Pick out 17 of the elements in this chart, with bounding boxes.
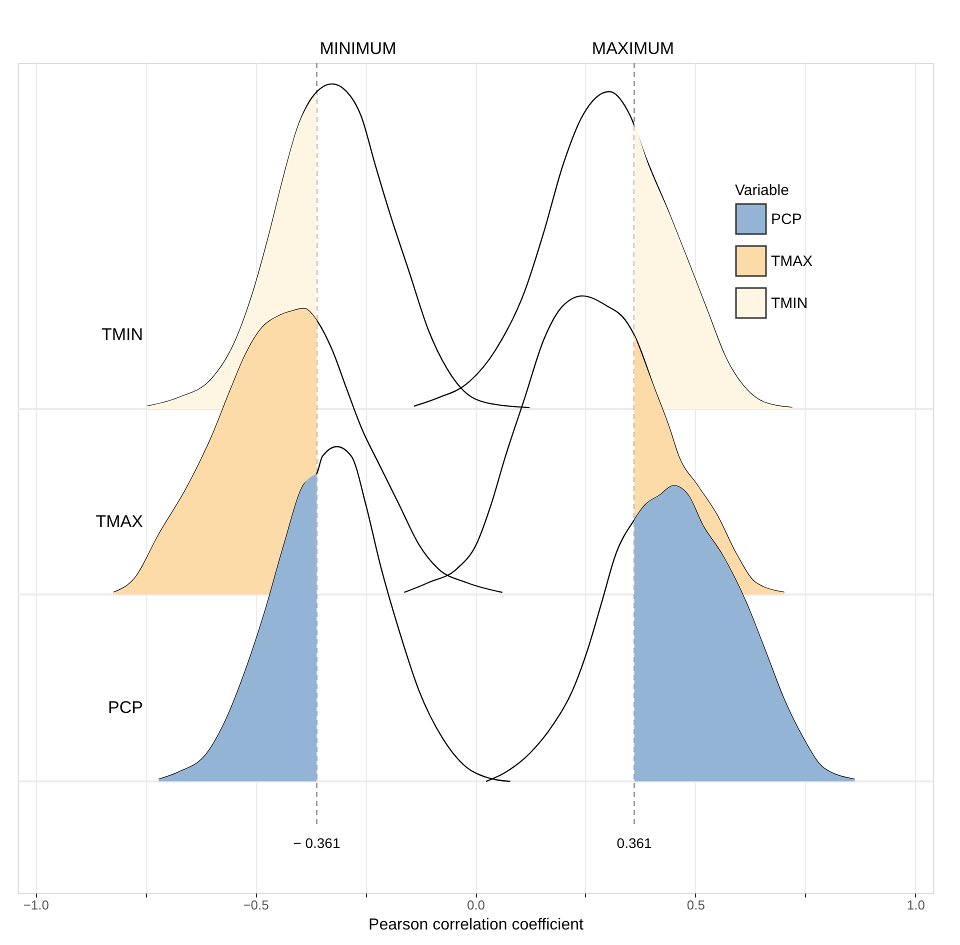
- x-axis-title: Pearson correlation coefficient: [368, 916, 584, 934]
- ref-line-label: − 0.361: [293, 835, 340, 852]
- legend-label: PCP: [771, 211, 802, 228]
- annotation: TMIN: [101, 325, 143, 344]
- annotation: TMAX: [96, 512, 143, 531]
- text: MAXIMUM: [592, 39, 674, 58]
- legend-label: TMIN: [771, 295, 808, 312]
- x-tick-label: −0.5: [243, 898, 269, 912]
- x-tick-label: −1.0: [23, 898, 49, 912]
- annotation: PCP: [108, 698, 143, 717]
- text: MINIMUM: [320, 39, 396, 58]
- x-tick-label: 0.0: [466, 898, 486, 912]
- ref-line-label: 0.361: [616, 835, 652, 852]
- x-tick-label: 1.0: [906, 898, 925, 912]
- x-tick-label: 0.5: [686, 898, 705, 912]
- legend-label: TMAX: [771, 253, 813, 270]
- legend-title: Variable: [735, 182, 789, 199]
